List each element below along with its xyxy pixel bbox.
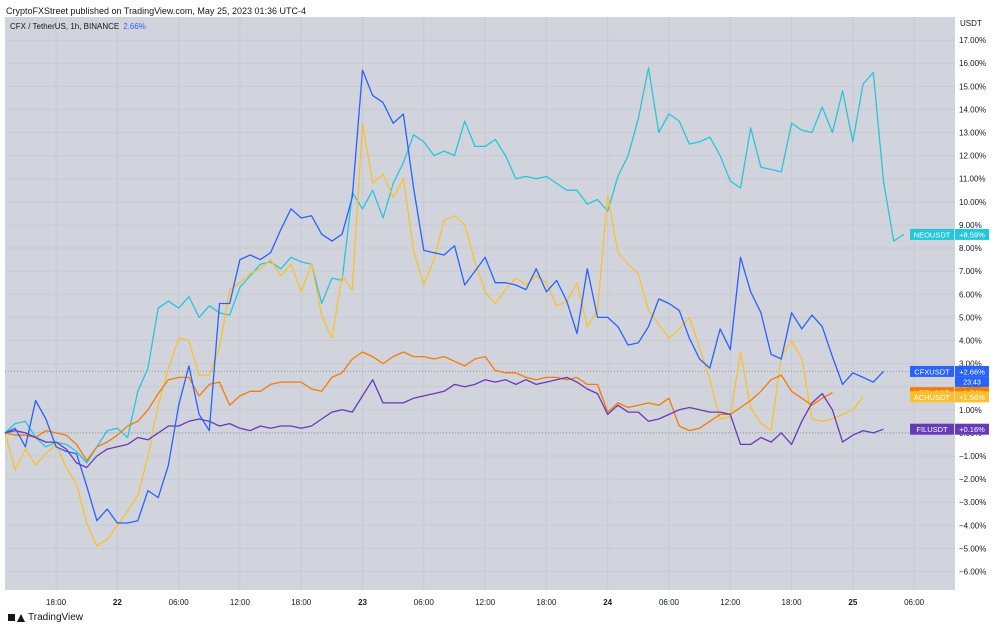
- tradingview-logo-icon: [8, 613, 25, 622]
- x-tick-label: 12:00: [475, 598, 496, 607]
- published-caption: CryptoFXStreet published on TradingView.…: [6, 6, 306, 16]
- countdown-badge: [955, 376, 989, 387]
- tradingview-brand[interactable]: TradingView: [8, 612, 83, 623]
- series-name-tag: [910, 391, 954, 403]
- series-line-cfxusdt[interactable]: [4, 69, 884, 524]
- x-tick-label: 06:00: [414, 598, 435, 607]
- series-value-badge: [955, 423, 989, 435]
- y-tick-label: 13.00%: [959, 129, 986, 138]
- y-tick-label: 4.00%: [959, 336, 982, 345]
- y-tick-label: 16.00%: [959, 59, 986, 68]
- x-tick-label: 06:00: [904, 598, 925, 607]
- plot-area[interactable]: [5, 17, 955, 590]
- y-tick-label: 3.00%: [959, 360, 982, 369]
- series-name-tag: [910, 423, 954, 435]
- countdown-label: 23:43: [963, 379, 981, 386]
- y-tick-label: 9.00%: [959, 221, 982, 230]
- series-name-label: CFXUSDT: [914, 367, 950, 376]
- x-tick-label: 06:00: [659, 598, 680, 607]
- x-tick-label: 25: [848, 598, 857, 607]
- series-line-achusdt[interactable]: [4, 122, 864, 547]
- y-tick-label: 2.00%: [959, 383, 982, 392]
- series-value-label: +1.56%: [959, 393, 985, 402]
- series-name-label: FILUSDT: [916, 425, 948, 434]
- currency-label: USDT: [960, 19, 982, 28]
- x-tick-label: 23: [358, 598, 367, 607]
- y-tick-label: 12.00%: [959, 152, 986, 161]
- series-name-tag: [910, 228, 954, 240]
- series-name-tag: [910, 365, 954, 377]
- x-tick-label: 18:00: [46, 598, 67, 607]
- series-value-badge: [955, 228, 989, 240]
- series-value-label: +8.59%: [959, 230, 985, 239]
- series-value-badge: [955, 365, 989, 377]
- x-tick-label: 24: [603, 598, 612, 607]
- y-tick-label: 6.00%: [959, 290, 982, 299]
- y-tick-label: 11.00%: [959, 175, 986, 184]
- brand-label: TradingView: [28, 612, 84, 623]
- series-name-label: ACHUSDT: [914, 393, 951, 402]
- y-tick-label: −6.00%: [959, 568, 986, 577]
- x-tick-label: 12:00: [720, 598, 741, 607]
- y-tick-label: 17.00%: [959, 36, 986, 45]
- x-tick-label: 18:00: [291, 598, 312, 607]
- series-value-label: +2.66%: [959, 367, 985, 376]
- series-value-badge: [955, 391, 989, 403]
- y-tick-label: 8.00%: [959, 244, 982, 253]
- y-tick-label: 1.00%: [959, 406, 982, 415]
- y-tick-label: −2.00%: [959, 475, 986, 484]
- y-tick-label: 14.00%: [959, 105, 986, 114]
- y-tick-label: 10.00%: [959, 198, 986, 207]
- x-tick-label: 18:00: [536, 598, 557, 607]
- x-tick-label: 12:00: [230, 598, 251, 607]
- series-value-label: +0.16%: [959, 425, 985, 434]
- series-line-neousdt[interactable]: [4, 67, 905, 464]
- x-tick-label: 06:00: [169, 598, 190, 607]
- y-tick-label: −5.00%: [959, 544, 986, 553]
- symbol-change: 2.66%: [123, 22, 146, 31]
- y-tick-label: 15.00%: [959, 82, 986, 91]
- series-line-filusdt[interactable]: [4, 376, 884, 469]
- series-name-label: NEOUSDT: [914, 230, 951, 239]
- x-tick-label: 22: [113, 598, 122, 607]
- y-tick-label: 5.00%: [959, 313, 982, 322]
- y-tick-label: −4.00%: [959, 521, 986, 530]
- x-tick-label: 18:00: [782, 598, 803, 607]
- symbol-legend[interactable]: CFX / TetherUS, 1h, BINANCE 2.66%: [10, 22, 146, 31]
- y-tick-label: 7.00%: [959, 267, 982, 276]
- series-line-vetusdt[interactable]: [4, 351, 833, 462]
- symbol-title: CFX / TetherUS, 1h, BINANCE: [10, 22, 120, 31]
- y-tick-label: −1.00%: [959, 452, 986, 461]
- y-tick-label: −3.00%: [959, 498, 986, 507]
